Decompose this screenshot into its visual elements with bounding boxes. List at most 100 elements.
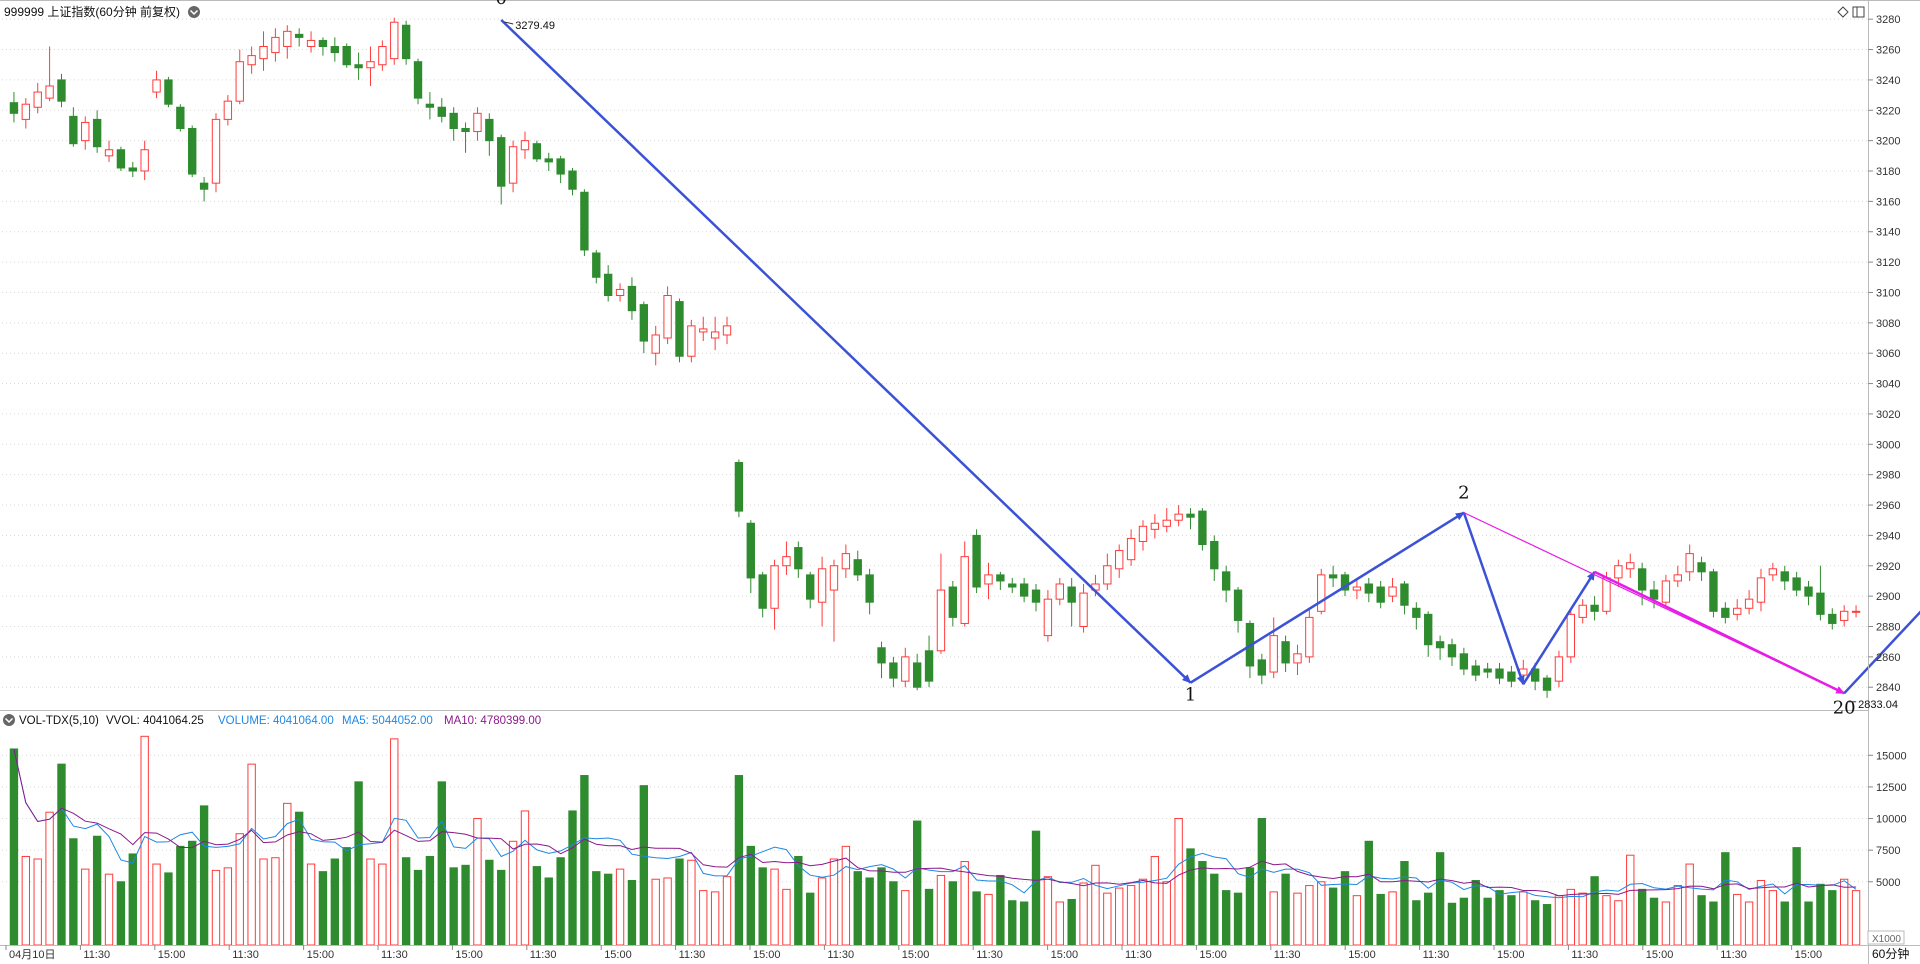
volume-bar [687, 859, 696, 946]
volume-ma5: MA5: 5044052.00 [342, 715, 433, 727]
volume-tick-label: 15000 [1876, 750, 1907, 762]
x-tick-label: 15:00 [753, 949, 781, 961]
candle-body [354, 64, 363, 69]
volume-vvol: VVOL: 4041064.25 [106, 715, 204, 727]
x-tick-label: 11:30 [381, 949, 408, 961]
candle-body [651, 334, 660, 354]
volume-bar [960, 861, 969, 946]
volume-bar [1400, 861, 1409, 946]
candle-body [473, 112, 482, 133]
volume-bar [1507, 895, 1516, 946]
candle-body [960, 556, 969, 624]
volume-bar [437, 781, 446, 946]
price-tick-label: 2840 [1876, 682, 1900, 694]
candle-body [1031, 589, 1041, 603]
candle-body [1400, 583, 1409, 606]
candle-body [770, 565, 779, 609]
volume-bar [532, 866, 542, 946]
price-tick-label: 3120 [1876, 257, 1900, 269]
volume-value: VOLUME: 4041064.00 [218, 715, 334, 727]
x-tick-label: 15:00 [158, 949, 186, 961]
candle-body [1210, 540, 1219, 570]
volume-bar [1364, 840, 1373, 946]
candle-body [829, 565, 839, 591]
candle-body [568, 170, 577, 190]
volume-bar [104, 873, 114, 946]
volume-bar [663, 877, 672, 946]
x-tick-label: 11:30 [1423, 949, 1450, 961]
volume-indicator-name: VOL-TDX(5,10) [19, 715, 99, 727]
price-tick-label: 3000 [1876, 439, 1900, 451]
candle-body [1661, 580, 1671, 603]
volume-bar [33, 858, 42, 946]
candle-body [948, 586, 958, 618]
candle-body [1626, 562, 1635, 570]
candle-body [1186, 513, 1195, 518]
x-tick-label: 15:00 [455, 949, 483, 961]
panel-icon[interactable] [1852, 6, 1865, 18]
volume-bar [1091, 864, 1100, 946]
volume-tick-label: 7500 [1876, 845, 1900, 857]
volume-bar [1055, 901, 1064, 946]
volume-bar [354, 781, 363, 946]
chevron-down-icon[interactable] [188, 6, 200, 18]
volume-bar [1281, 873, 1290, 946]
candle-body [746, 522, 755, 579]
candle-body [1602, 577, 1611, 612]
volume-bar [984, 893, 993, 946]
volume-bar [770, 868, 779, 946]
x-tick-label: 11:30 [83, 949, 110, 961]
price-tick-label: 3100 [1876, 287, 1900, 299]
candle-body [104, 149, 114, 157]
volume-bar [259, 858, 268, 946]
candle-body [401, 24, 411, 60]
candle-body [306, 39, 316, 48]
candle-body [283, 30, 292, 48]
candlestick-series [9, 17, 1861, 698]
candle-body [675, 301, 684, 357]
volume-bar [1150, 855, 1160, 946]
candle-body [152, 79, 161, 93]
ma10-line [13, 748, 1857, 897]
candle-body [912, 662, 922, 688]
ma5-line [13, 748, 1857, 899]
volume-bar [972, 891, 981, 946]
price-tick-label: 3260 [1876, 45, 1900, 57]
volume-bar [413, 869, 423, 946]
candle-body [390, 21, 399, 60]
candle-body [901, 656, 910, 682]
diamond-icon[interactable] [1837, 6, 1849, 18]
volume-bar [1138, 878, 1148, 946]
candle-body [1340, 574, 1350, 591]
volume-bar [520, 810, 530, 946]
candle-body [592, 252, 601, 278]
period-label[interactable]: 60分钟 [1872, 946, 1909, 961]
candle-body [1851, 610, 1861, 613]
volume-collapse-icon[interactable] [3, 714, 15, 726]
volume-bar [1780, 901, 1789, 946]
volume-bar [1186, 848, 1195, 946]
volume-bar [639, 785, 649, 946]
volume-bar [1305, 885, 1314, 946]
candle-body [1804, 586, 1813, 597]
volume-bar [1709, 901, 1718, 946]
candle-body [57, 79, 66, 102]
candle-body [1174, 513, 1183, 521]
candle-body [1685, 553, 1694, 573]
candle-body [1019, 583, 1029, 597]
candle-body [1447, 644, 1457, 658]
volume-bar [1768, 890, 1778, 946]
candle-body [1198, 510, 1207, 546]
volume-bar [746, 845, 755, 946]
volume-bar [449, 867, 458, 946]
high-label: 3279.49 [515, 20, 555, 32]
x-tick-label: 15:00 [1348, 949, 1376, 961]
volume-bar [401, 857, 411, 946]
candle-body [211, 118, 221, 184]
candle-body [1115, 550, 1124, 570]
volume-bar [1257, 818, 1267, 946]
volume-bar [1352, 895, 1362, 946]
candle-body [841, 553, 851, 570]
candle-body [1126, 537, 1136, 561]
x-tick-label: 15:00 [1795, 949, 1823, 961]
